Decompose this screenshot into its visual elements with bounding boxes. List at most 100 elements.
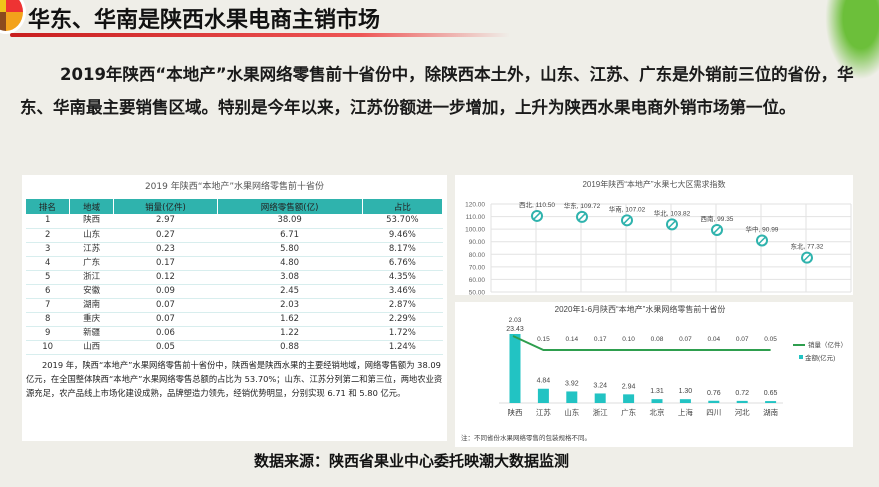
bar-value-label: 0.72 bbox=[735, 390, 749, 397]
table-cell: 陕西 bbox=[69, 214, 114, 229]
table-cell: 6.76% bbox=[362, 256, 443, 271]
x-tick-label: 山东 bbox=[564, 407, 579, 417]
x-tick-label: 四川 bbox=[706, 408, 721, 417]
table-cell: 1.72% bbox=[362, 326, 443, 341]
table-cell: 4 bbox=[26, 256, 70, 271]
table-cell: 0.05 bbox=[113, 340, 218, 355]
bar-value-label: 1.31 bbox=[650, 388, 664, 395]
table-row: 8 重庆 0.07 1.62 2.29% bbox=[26, 312, 443, 327]
table-note: 2019 年，陕西“本地产”水果网络零售前十省份中，陕西省是陕西水果的主要经销地… bbox=[26, 359, 443, 398]
data-label: 华中, 90.99 bbox=[746, 224, 779, 233]
bar-value-label: 3.92 bbox=[565, 380, 579, 387]
sales-line bbox=[512, 335, 771, 351]
bar-value-label: 4.84 bbox=[537, 378, 551, 385]
table-cell: 新疆 bbox=[69, 326, 114, 341]
data-point-hatch bbox=[713, 226, 721, 234]
bar bbox=[537, 388, 549, 403]
table-cell: 3.08 bbox=[217, 270, 363, 285]
table-cell: 9 bbox=[26, 326, 70, 341]
table-cell: 安徽 bbox=[69, 284, 114, 299]
table-cell: 5 bbox=[26, 270, 70, 285]
chart-title: 2020年1-6月陕西“本地产”水果网络零售前十省份 bbox=[555, 304, 726, 314]
table-cell: 0.07 bbox=[113, 298, 218, 313]
y-tick-label: 90.00 bbox=[469, 239, 486, 246]
column-header: 网络零售额(亿) bbox=[217, 199, 363, 214]
table-caption: 2019 年陕西“本地产”水果网络零售前十省份 bbox=[144, 182, 325, 192]
bar bbox=[651, 399, 663, 403]
bar bbox=[623, 394, 635, 403]
data-label: 华南, 107.02 bbox=[609, 204, 646, 213]
table-cell: 3.46% bbox=[362, 284, 443, 299]
line-value-label: 0.04 bbox=[707, 336, 720, 343]
table-cell: 0.23 bbox=[113, 242, 218, 257]
bar-value-label: 1.30 bbox=[679, 388, 693, 395]
chart-note: 注：不同省份水果网络零售的包装规格不同。 bbox=[461, 433, 591, 442]
data-label: 西南, 99.35 bbox=[701, 214, 734, 223]
column-header: 排名 bbox=[26, 199, 70, 214]
demand-index-chart: 2019年陕西“本地产”水果七大区需求指数 50.00 60.00 70.00 80.0… bbox=[455, 175, 853, 297]
bar-value-label: 23.43 bbox=[506, 326, 524, 333]
table-cell: 7 bbox=[26, 298, 70, 313]
y-tick-label: 70.00 bbox=[469, 264, 486, 271]
data-point-hatch bbox=[623, 216, 631, 224]
table-cell: 0.06 bbox=[113, 326, 218, 341]
table-cell: 1.24% bbox=[362, 340, 443, 355]
table-cell: 3 bbox=[26, 242, 70, 257]
table-cell: 浙江 bbox=[69, 270, 114, 285]
data-label: 华北, 103.82 bbox=[654, 208, 691, 217]
table-cell: 山西 bbox=[69, 340, 114, 355]
table-panel: 2019 年陕西“本地产”水果网络零售前十省份 排名 地域 销量(亿件) 网络零售额(… bbox=[22, 175, 447, 441]
y-tick-label: 80.00 bbox=[469, 252, 486, 259]
x-tick-label: 浙江 bbox=[593, 407, 608, 417]
x-tick-label: 陕西 bbox=[508, 407, 523, 417]
table-cell: 6 bbox=[26, 284, 70, 299]
bar bbox=[509, 334, 521, 403]
y-tick-label: 120.00 bbox=[465, 202, 485, 209]
table-cell: 4.35% bbox=[362, 270, 443, 285]
table-cell: 6.71 bbox=[217, 228, 363, 243]
data-label: 华东, 109.72 bbox=[564, 201, 601, 210]
intro-text: 2019年陕西“本地产”水果网络零售前十省份中，除陕西本土外，山东、江苏、广东是… bbox=[20, 65, 854, 117]
data-point-hatch bbox=[578, 213, 586, 221]
data-point-hatch bbox=[803, 254, 811, 262]
table-row: 1 陕西 2.97 38.09 53.70% bbox=[26, 214, 443, 229]
table-cell: 2 bbox=[26, 228, 70, 243]
table-row: 10 山西 0.05 0.88 1.24% bbox=[26, 340, 443, 355]
y-tick-label: 100.00 bbox=[465, 227, 485, 234]
intro-paragraph: 2019年陕西“本地产”水果网络零售前十省份中，除陕西本土外，山东、江苏、广东是… bbox=[20, 58, 860, 124]
title-underline bbox=[10, 33, 510, 37]
table-header-row: 排名 地域 销量(亿件) 网络零售额(亿) 占比 bbox=[26, 199, 444, 214]
column-header: 销量(亿件) bbox=[113, 199, 218, 214]
table-cell: 0.12 bbox=[113, 270, 218, 285]
data-label: 东北, 77.32 bbox=[791, 242, 824, 251]
line-value-label: 0.05 bbox=[764, 336, 777, 343]
table-cell: 9.46% bbox=[362, 228, 443, 243]
table-cell: 0.88 bbox=[217, 340, 363, 355]
bar bbox=[736, 400, 748, 403]
table-cell: 8 bbox=[26, 312, 70, 327]
table-cell: 8.17% bbox=[362, 242, 443, 257]
x-tick-label: 湖南 bbox=[763, 407, 779, 417]
line-value-label: 0.17 bbox=[594, 336, 607, 343]
bar bbox=[708, 400, 720, 403]
chart-title: 2019年陕西“本地产”水果七大区需求指数 bbox=[582, 179, 725, 189]
data-point-hatch bbox=[533, 212, 541, 220]
bar bbox=[566, 391, 578, 403]
y-tick-label: 110.00 bbox=[466, 214, 486, 221]
table-cell: 2.97 bbox=[113, 214, 218, 229]
table-cell: 2.45 bbox=[217, 284, 363, 299]
y-tick-label: 50.00 bbox=[469, 290, 486, 296]
column-header: 占比 bbox=[362, 199, 444, 214]
table-cell: 2.29% bbox=[362, 312, 443, 327]
table-row: 4 广东 0.17 4.80 6.76% bbox=[26, 256, 443, 271]
table-cell: 53.70% bbox=[362, 214, 443, 229]
table-cell: 山东 bbox=[69, 228, 114, 243]
legend-label: 金额(亿元) bbox=[805, 353, 835, 362]
bar-value-label: 0.65 bbox=[764, 390, 778, 397]
bar bbox=[679, 399, 691, 403]
line-value-label: 0.07 bbox=[736, 336, 749, 343]
table-cell: 4.80 bbox=[217, 256, 363, 271]
bar bbox=[594, 393, 606, 403]
line-value-label: 0.07 bbox=[679, 336, 692, 343]
table-row: 7 湖南 0.07 2.03 2.87% bbox=[26, 298, 443, 313]
